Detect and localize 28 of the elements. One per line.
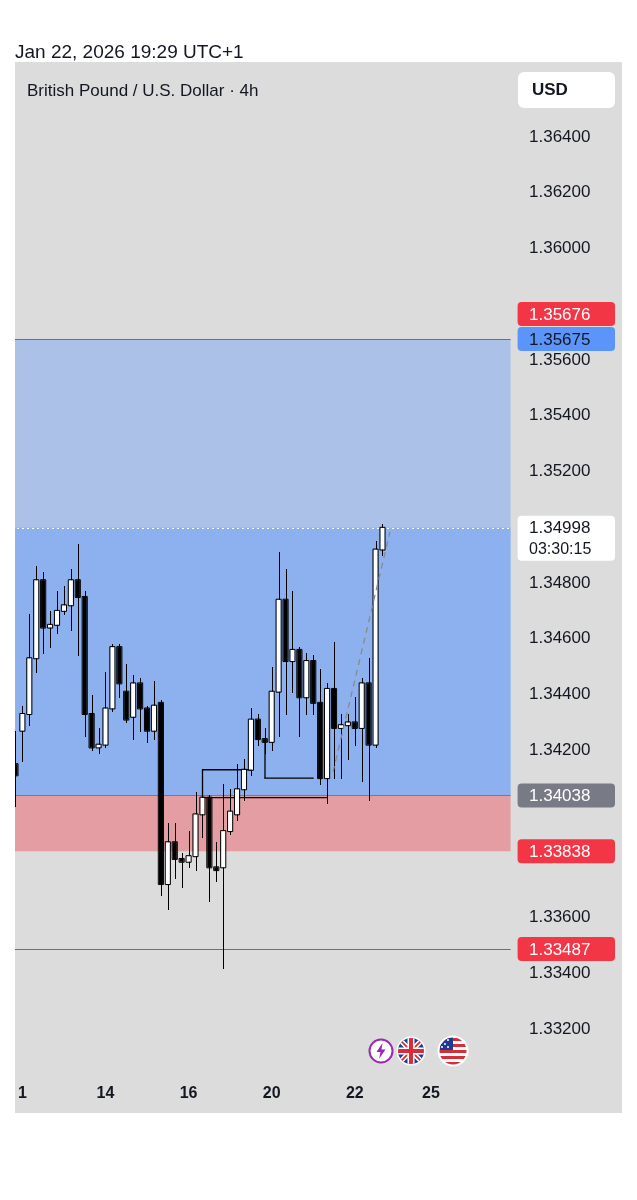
y-tick-label: 1.36000 <box>529 238 591 258</box>
y-tick-label: 1.34200 <box>529 739 591 759</box>
x-tick-label: 16 <box>179 1084 198 1102</box>
y-tick-label: 1.35400 <box>529 405 591 425</box>
ref-line-label: 1.34038 <box>529 786 591 806</box>
y-tick-label: 1.34400 <box>529 684 591 704</box>
text: Jan 22, 2026 19:29 UTC+1 <box>15 40 244 64</box>
x-tick-label: 25 <box>422 1084 440 1102</box>
x-tick-label: 22 <box>345 1084 364 1102</box>
ref-line-label: 1.34998 03:30:15 <box>529 518 592 558</box>
band-label: 1.35675 <box>529 329 591 349</box>
x-tick-label: 14 <box>96 1084 115 1102</box>
y-tick-label: 1.36200 <box>529 182 591 202</box>
y-tick-label: 1.35200 <box>529 461 591 481</box>
x-tick-label: 1 <box>17 1084 27 1102</box>
y-tick-label: 1.33600 <box>529 907 591 927</box>
y-tick-label: 1.34800 <box>529 572 591 592</box>
x-tick-label: 20 <box>262 1084 281 1102</box>
chart-title: British Pound / U.S. Dollar · 4h <box>27 81 259 101</box>
y-tick-label: 1.33400 <box>529 962 591 982</box>
y-axis-title: USD <box>518 72 615 108</box>
ref-line-label: 1.35676 <box>529 304 591 324</box>
ref-line-label: 1.33487 <box>529 939 591 959</box>
y-tick-label: 1.35600 <box>529 349 591 369</box>
y-tick-label: 1.36400 <box>529 126 591 146</box>
y-tick-label: 1.34600 <box>529 628 591 648</box>
band-label: 1.33838 <box>529 841 591 861</box>
y-tick-label: 1.33200 <box>529 1018 591 1038</box>
